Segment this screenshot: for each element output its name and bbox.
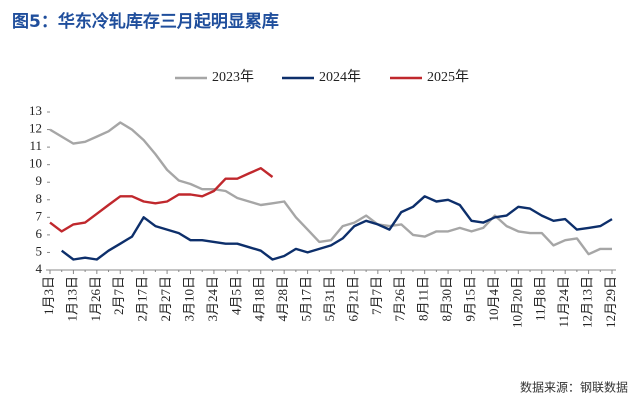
y-tick-label: 5 [36,243,43,258]
x-tick-label: 11月24日 [556,276,571,328]
x-tick-label: 1月3日 [41,276,56,315]
x-tick-label: 4月18日 [252,276,267,322]
x-tick-label: 3月10日 [181,276,196,322]
x-tick-label: 11月8日 [533,276,548,321]
y-tick-label: 7 [36,208,43,223]
series-line [49,167,274,233]
y-tick-label: 12 [29,121,42,136]
x-tick-label: 7月7日 [369,276,384,315]
x-tick-label: 2月27日 [158,276,173,322]
series-line [49,121,612,256]
y-tick-label: 6 [36,226,43,241]
x-tick-label: 12月13日 [580,276,595,328]
x-tick-label: 3月24日 [205,276,220,322]
legend-label: 2024年 [319,69,361,85]
x-tick-label: 7月26日 [392,276,407,322]
y-tick-label: 11 [29,138,42,153]
x-tick-label: 2月17日 [135,276,150,322]
x-tick-label: 9月15日 [462,276,477,322]
x-tick-label: 10月4日 [486,276,501,322]
y-tick-label: 8 [36,191,43,206]
x-tick-label: 4月28日 [275,276,290,322]
x-tick-label: 8月11日 [416,276,431,321]
x-tick-label: 12月29日 [603,276,618,328]
series-line [60,195,613,261]
x-tick-label: 10月20日 [509,276,524,328]
chart-title: 图5：华东冷轧库存三月起明显累库 [12,11,279,32]
y-tick-label: 10 [29,156,42,171]
source: 数据来源：钢联数据 [520,380,628,395]
x-tick-label: 5月31日 [322,276,337,322]
x-tick-label: 8月30日 [439,276,454,322]
y-tick-label: 4 [36,261,43,276]
y-tick-label: 9 [36,173,43,188]
x-tick-label: 1月13日 [64,276,79,322]
y-tick-label: 13 [29,103,42,118]
x-tick-label: 6月21日 [345,276,360,322]
x-tick-label: 4月5日 [228,276,243,315]
x-tick-label: 1月26日 [88,276,103,322]
x-tick-label: 2月7日 [111,276,126,315]
x-tick-label: 5月17日 [299,276,314,322]
legend-label: 2023年 [212,69,254,85]
legend-label: 2025年 [427,69,469,85]
